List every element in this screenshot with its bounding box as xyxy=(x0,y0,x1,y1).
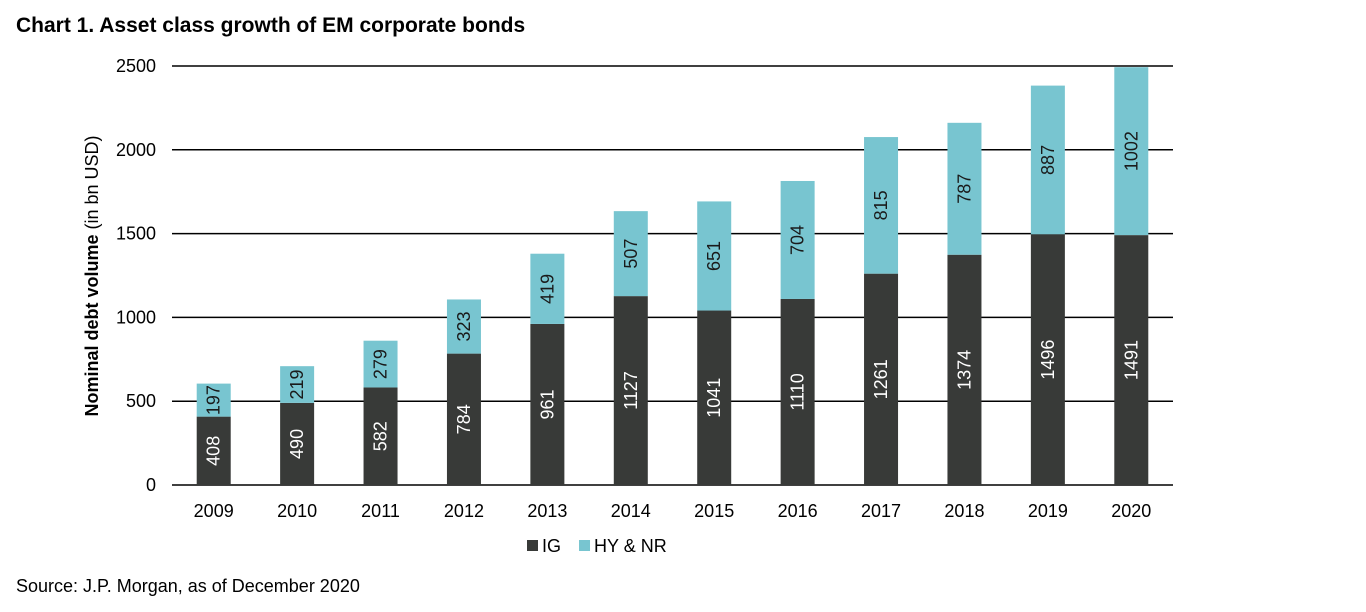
value-label: 279 xyxy=(371,349,391,379)
x-tick-label: 2010 xyxy=(277,501,317,521)
value-label: 1002 xyxy=(1121,131,1141,171)
y-tick-label: 2000 xyxy=(116,140,156,160)
legend-swatch xyxy=(527,540,538,551)
bar-segment xyxy=(530,323,565,485)
bar-segment xyxy=(446,353,481,485)
value-label: 490 xyxy=(287,429,307,459)
bar-segment xyxy=(613,211,648,297)
bar-segment xyxy=(196,383,231,417)
x-tick-label: 2013 xyxy=(527,501,567,521)
bar-segment xyxy=(780,180,815,299)
bar-segment xyxy=(864,137,899,274)
legend-label: IG xyxy=(542,536,561,556)
bar-segment xyxy=(780,298,815,485)
value-label: 197 xyxy=(204,385,224,415)
x-tick-label: 2015 xyxy=(694,501,734,521)
bar-segment xyxy=(1114,235,1149,485)
bar-segment xyxy=(1030,85,1065,235)
bar-segment xyxy=(280,366,315,403)
y-axis-label-bold: Nominal debt volume xyxy=(82,235,102,417)
bar-segment xyxy=(697,201,732,311)
legend-label: HY & NR xyxy=(594,536,667,556)
bar-segment xyxy=(947,122,982,255)
bar-segment xyxy=(530,253,565,324)
value-label: 787 xyxy=(954,174,974,204)
bar-segment xyxy=(1030,234,1065,485)
value-label: 507 xyxy=(621,239,641,269)
value-label: 419 xyxy=(537,274,557,304)
x-tick-label: 2018 xyxy=(944,501,984,521)
bar-segment xyxy=(947,254,982,485)
y-tick-label: 1000 xyxy=(116,307,156,327)
bar-segment xyxy=(446,299,481,354)
y-axis-label-unit: (in bn USD) xyxy=(82,135,102,229)
bar-segment xyxy=(363,387,398,485)
value-label: 1127 xyxy=(621,371,641,410)
value-label: 408 xyxy=(204,436,224,466)
bar-segment xyxy=(613,296,648,485)
value-label: 1110 xyxy=(788,373,808,410)
x-tick-label: 2011 xyxy=(361,501,400,521)
value-label: 1496 xyxy=(1038,340,1058,380)
value-label: 1491 xyxy=(1121,340,1141,380)
bar-segment xyxy=(864,273,899,485)
bar-segment xyxy=(363,340,398,388)
bar-segment xyxy=(1114,67,1149,236)
x-tick-label: 2020 xyxy=(1111,501,1151,521)
value-label: 961 xyxy=(537,389,557,419)
value-label: 704 xyxy=(788,225,808,255)
y-axis-label: Nominal debt volume (in bn USD) xyxy=(82,135,102,416)
value-label: 323 xyxy=(454,312,474,342)
bar-segment xyxy=(196,416,231,485)
value-label: 1041 xyxy=(704,378,724,418)
bar-segment xyxy=(697,310,732,485)
value-label: 582 xyxy=(371,421,391,451)
value-label: 1374 xyxy=(954,350,974,390)
source-note: Source: J.P. Morgan, as of December 2020 xyxy=(16,576,360,596)
value-label: 651 xyxy=(704,241,724,271)
legend-swatch xyxy=(579,540,591,551)
chart-title: Chart 1. Asset class growth of EM corpor… xyxy=(16,14,525,37)
value-label: 1261 xyxy=(871,359,891,399)
x-tick-label: 2009 xyxy=(194,501,234,521)
y-tick-label: 0 xyxy=(146,475,156,495)
value-label: 815 xyxy=(871,190,891,220)
y-tick-label: 1500 xyxy=(116,224,156,244)
y-tick-label: 2500 xyxy=(116,56,156,76)
x-tick-label: 2012 xyxy=(444,501,484,521)
x-tick-label: 2019 xyxy=(1028,501,1068,521)
x-tick-label: 2016 xyxy=(778,501,818,521)
bar-segment xyxy=(280,402,315,485)
value-label: 219 xyxy=(287,370,307,400)
x-tick-label: 2014 xyxy=(611,501,651,521)
y-tick-label: 500 xyxy=(126,391,156,411)
x-tick-label: 2017 xyxy=(861,501,901,521)
value-label: 784 xyxy=(454,404,474,434)
value-label: 887 xyxy=(1038,145,1058,175)
